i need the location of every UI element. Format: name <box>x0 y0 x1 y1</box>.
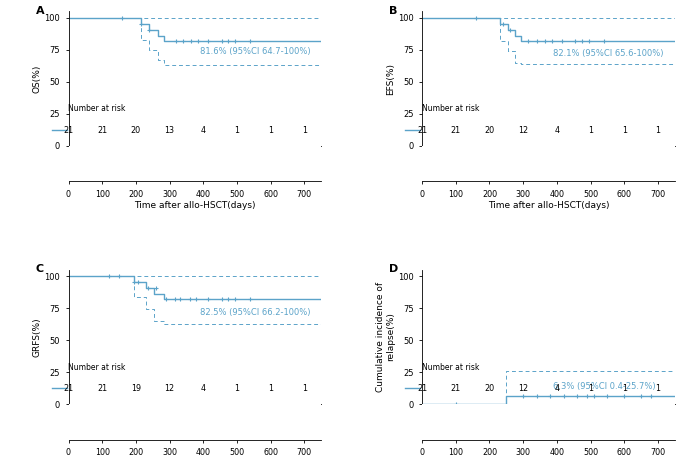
Text: Number at risk: Number at risk <box>68 104 126 114</box>
Text: 1: 1 <box>234 384 239 393</box>
Text: 1: 1 <box>588 125 593 135</box>
Text: 4: 4 <box>554 384 560 393</box>
Text: 1: 1 <box>302 384 307 393</box>
Text: 1: 1 <box>268 125 273 135</box>
Text: 20: 20 <box>484 384 495 393</box>
Text: A: A <box>36 6 45 16</box>
Text: 1: 1 <box>588 384 593 393</box>
Text: 82.5% (95%CI 66.2-100%): 82.5% (95%CI 66.2-100%) <box>200 307 310 316</box>
Text: 12: 12 <box>164 384 175 393</box>
Text: Number at risk: Number at risk <box>68 363 126 372</box>
Y-axis label: OS(%): OS(%) <box>33 65 42 93</box>
Text: 82.1% (95%CI 65.6-100%): 82.1% (95%CI 65.6-100%) <box>553 49 664 58</box>
Text: 4: 4 <box>201 384 206 393</box>
Text: 1: 1 <box>234 125 239 135</box>
X-axis label: Time after allo-HSCT(days): Time after allo-HSCT(days) <box>134 202 256 211</box>
Y-axis label: Cumulative incidence of
relapse(%): Cumulative incidence of relapse(%) <box>376 282 395 392</box>
Y-axis label: GRFS(%): GRFS(%) <box>33 317 42 357</box>
Text: 21: 21 <box>97 384 108 393</box>
Text: 21: 21 <box>417 125 427 135</box>
Text: 4: 4 <box>201 125 206 135</box>
Text: 1: 1 <box>302 125 307 135</box>
Text: 21: 21 <box>451 125 461 135</box>
Text: 13: 13 <box>164 125 175 135</box>
Text: Number at risk: Number at risk <box>422 363 479 372</box>
Text: D: D <box>389 264 399 274</box>
Text: 20: 20 <box>131 125 141 135</box>
Text: C: C <box>36 264 44 274</box>
Text: Number at risk: Number at risk <box>422 104 479 114</box>
X-axis label: Time after allo-HSCT(days): Time after allo-HSCT(days) <box>488 202 609 211</box>
Text: 12: 12 <box>518 125 528 135</box>
Text: 1: 1 <box>268 384 273 393</box>
Text: 4: 4 <box>554 125 560 135</box>
Y-axis label: EFS(%): EFS(%) <box>386 63 395 95</box>
Text: B: B <box>389 6 398 16</box>
Text: 1: 1 <box>656 125 660 135</box>
Text: 12: 12 <box>518 384 528 393</box>
Text: 81.6% (95%CI 64.7-100%): 81.6% (95%CI 64.7-100%) <box>200 47 310 56</box>
Text: 1: 1 <box>622 125 627 135</box>
Text: 21: 21 <box>97 125 108 135</box>
Text: 1: 1 <box>622 384 627 393</box>
Text: 21: 21 <box>417 384 427 393</box>
Text: 1: 1 <box>656 384 660 393</box>
Text: 20: 20 <box>484 125 495 135</box>
Text: 21: 21 <box>64 384 73 393</box>
Text: 6.3% (95%CI 0.4-25.7%): 6.3% (95%CI 0.4-25.7%) <box>553 382 656 391</box>
Text: 21: 21 <box>64 125 73 135</box>
Text: 21: 21 <box>451 384 461 393</box>
Text: 19: 19 <box>131 384 141 393</box>
